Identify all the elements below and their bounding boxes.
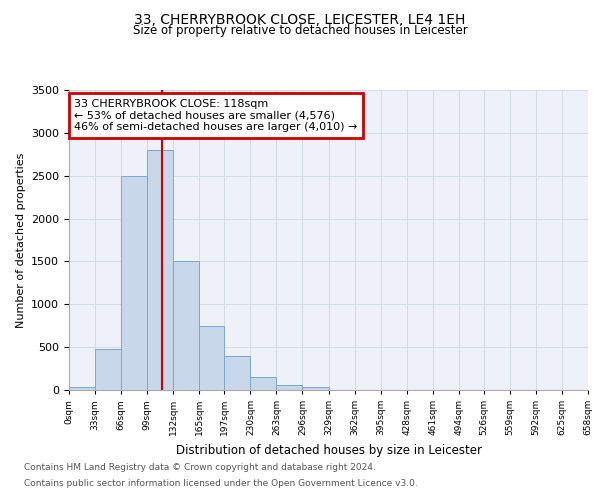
Bar xyxy=(69,388,95,390)
Bar xyxy=(95,349,121,390)
Text: Size of property relative to detached houses in Leicester: Size of property relative to detached ho… xyxy=(133,24,467,37)
Bar xyxy=(250,377,277,390)
Bar xyxy=(121,176,147,390)
Bar xyxy=(147,150,173,390)
Bar xyxy=(224,356,250,390)
Text: 33 CHERRYBROOK CLOSE: 118sqm
← 53% of detached houses are smaller (4,576)
46% of: 33 CHERRYBROOK CLOSE: 118sqm ← 53% of de… xyxy=(74,99,358,132)
Bar xyxy=(302,388,329,390)
Y-axis label: Number of detached properties: Number of detached properties xyxy=(16,152,26,328)
Text: Contains public sector information licensed under the Open Government Licence v3: Contains public sector information licen… xyxy=(24,478,418,488)
Bar xyxy=(199,326,224,390)
Text: Contains HM Land Registry data © Crown copyright and database right 2024.: Contains HM Land Registry data © Crown c… xyxy=(24,464,376,472)
X-axis label: Distribution of detached houses by size in Leicester: Distribution of detached houses by size … xyxy=(176,444,482,456)
Text: 33, CHERRYBROOK CLOSE, LEICESTER, LE4 1EH: 33, CHERRYBROOK CLOSE, LEICESTER, LE4 1E… xyxy=(134,12,466,26)
Bar xyxy=(173,262,199,390)
Bar xyxy=(277,385,302,390)
